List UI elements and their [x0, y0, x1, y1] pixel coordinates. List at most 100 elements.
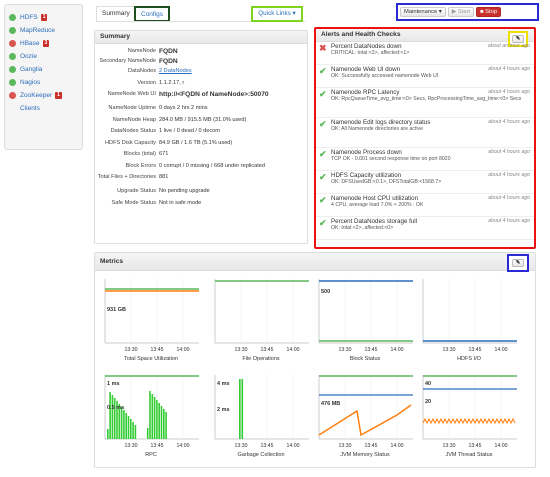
ok-check-icon: ✔	[319, 89, 327, 99]
chart-plot: 13:30 13:45 14:00	[214, 279, 309, 353]
series-bar	[125, 413, 127, 439]
chart-title: JVM Thread Status	[445, 452, 493, 458]
service-sidebar: HDFS 1 MapReduce HBase 3 Oozie Ganglia Nagios Zo…	[4, 4, 83, 150]
sidebar-item-hbase[interactable]: HBase 3	[9, 37, 82, 50]
summary-value: 1.1.2.17, r	[159, 79, 185, 86]
series-bar	[149, 391, 151, 439]
tab-configs[interactable]: Configs	[134, 6, 171, 22]
sidebar-item-hdfs[interactable]: HDFS 1	[9, 11, 82, 24]
metric-chart[interactable]: 13:30 13:45 14:00 931 GB Total Space Utiliza…	[103, 279, 199, 363]
alert-item[interactable]: ✔ Namenode Web UI down OK: Successfully ac…	[316, 65, 534, 88]
time-tick-label: 13:45	[365, 443, 378, 449]
series-bar	[241, 379, 244, 439]
start-button[interactable]: ▶ Start	[447, 7, 475, 17]
time-tick-label: 13:45	[365, 347, 378, 353]
sidebar-item-label: ZooKeeper	[20, 92, 53, 99]
alert-item[interactable]: ✔ Namenode Edit logs directory status OK: …	[316, 118, 534, 148]
alert-item[interactable]: ✔ Percent DataNodes storage full OK: total…	[316, 217, 534, 240]
time-tick-label: 13:30	[443, 347, 456, 353]
time-tick-label: 13:45	[469, 443, 482, 449]
stop-button[interactable]: ■ Stop	[476, 7, 502, 17]
alert-item[interactable]: ✔ Namenode Process down TCP OK - 0.001 sec…	[316, 148, 534, 171]
sidebar-item-label: MapReduce	[20, 27, 56, 34]
ok-check-icon: ✔	[319, 218, 327, 228]
alert-count-badge: 1	[40, 14, 48, 21]
summary-label: Safe Mode Status	[111, 199, 156, 206]
sidebar-item-zookeeper[interactable]: ZooKeeper 1	[9, 89, 82, 102]
summary-label: NameNode	[127, 48, 156, 54]
summary-panel: Summary NameNode FQDN Secondary NameNode FQ…	[94, 30, 308, 244]
axis-value-label: 2 ms	[217, 407, 230, 413]
metric-chart[interactable]: 13:30 13:45 14:00 40 20 JVM Thread Status	[421, 375, 517, 459]
summary-row: Secondary NameNode FQDN	[95, 58, 307, 68]
summary-label: Upgrade Status	[117, 188, 156, 194]
chart-plot: 13:30 13:45 14:00	[422, 375, 517, 449]
summary-label: DataNodes	[128, 68, 156, 74]
sidebar-item-ganglia[interactable]: Ganglia	[9, 63, 82, 76]
series-bar	[116, 401, 118, 439]
status-dot-icon	[9, 53, 16, 60]
maintenance-button[interactable]: Maintenance ▾	[400, 7, 446, 17]
metric-chart[interactable]: 13:30 13:45 14:00 4 ms 2 ms Garbage Collectio…	[213, 375, 309, 459]
time-tick-label: 14:00	[391, 347, 404, 353]
summary-value: 0 days 2 hrs 2 mins	[159, 105, 208, 111]
alert-time: about 4 hours ago	[488, 89, 530, 95]
series-bar	[165, 412, 167, 439]
edit-icon[interactable]: ✎	[512, 259, 524, 267]
summary-value: Not in safe mode	[159, 199, 202, 206]
series-bar	[160, 406, 163, 439]
time-tick-label: 14:00	[177, 443, 190, 449]
metric-chart[interactable]: 13:30 13:45 14:00 500 Block Status	[317, 279, 413, 363]
chart-title: Total Space Utilization	[123, 356, 179, 362]
sidebar-item-label: Oozie	[20, 53, 37, 60]
time-tick-label: 14:00	[287, 443, 300, 449]
series-bar	[113, 398, 116, 439]
alert-item[interactable]: ✔ HDFS Capacity utilization OK: DFSUsedGB:…	[316, 171, 534, 194]
metric-chart[interactable]: 13:30 13:45 14:00 HDFS I/O	[421, 279, 517, 363]
axis-value-label: 4 ms	[217, 381, 230, 387]
series-bar	[156, 400, 158, 439]
sidebar-item-nagios[interactable]: Nagios	[9, 76, 82, 89]
metrics-settings-highlight: ✎	[507, 254, 529, 272]
sidebar-item-label: Nagios	[20, 79, 41, 86]
summary-value: FQDN	[159, 48, 178, 55]
chart-plot: 13:30 13:45 14:00	[318, 279, 413, 353]
alert-title: Percent DataNodes down	[331, 43, 402, 50]
series-bar	[123, 410, 125, 439]
sidebar-item-oozie[interactable]: Oozie	[9, 50, 82, 63]
summary-value: 284.0 MB / 915.5 MB (31.0% used)	[159, 116, 247, 123]
alerts-panel: Alerts and Health Checks ✎ ✖ Percent Data…	[314, 27, 536, 249]
series-bar	[134, 425, 137, 439]
service-actions: Maintenance ▾ ▶ Start ■ Stop	[396, 3, 539, 21]
quick-links-dropdown[interactable]: Quick Links ▾	[251, 6, 303, 22]
alerts-settings-highlight: ✎	[508, 31, 528, 47]
alert-title: Namenode Edit logs directory status	[331, 119, 431, 126]
alert-item[interactable]: ✔ Namenode Host CPU utilization 4 CPU, ave…	[316, 194, 534, 217]
chart-plot: 13:30 13:45 14:00	[104, 375, 199, 449]
sidebar-item-mapreduce[interactable]: MapReduce	[9, 24, 82, 37]
summary-value[interactable]: 2 DataNodes	[159, 68, 192, 74]
metrics-header: Metrics ✎	[95, 253, 535, 272]
metric-chart[interactable]: 13:30 13:45 14:00 File Operations	[213, 279, 309, 363]
time-tick-label: 13:45	[261, 347, 274, 353]
alert-time: about 4 hours ago	[488, 172, 530, 178]
alert-item[interactable]: ✔ Namenode RPC Latency OK: RpcQueueTime_av…	[316, 88, 534, 118]
edit-icon[interactable]: ✎	[512, 35, 524, 43]
alert-item[interactable]: ✖ Percent DataNodes down CRITICAL: total:<…	[316, 42, 534, 65]
sidebar-item-clients[interactable]: Clients	[9, 102, 82, 115]
chart-title: JVM Memory Status	[340, 452, 390, 458]
series-bar	[111, 395, 114, 439]
alert-text: OK: DFSUsedGB:<0.1>, DFSTotalGB:<1568.7>	[331, 179, 442, 185]
metrics-title: Metrics	[100, 258, 124, 265]
time-tick-label: 14:00	[177, 347, 190, 353]
alert-text: OK: total:<2>, affected:<0>	[331, 225, 394, 231]
tab-summary[interactable]: Summary	[96, 6, 136, 22]
summary-row: Block Errors 0 corrupt / 0 missing / 668 …	[95, 163, 307, 175]
chart-title: Garbage Collection	[237, 452, 285, 458]
sidebar-item-label: HDFS	[20, 14, 38, 21]
metric-chart[interactable]: 13:30 13:45 14:00 476 MB JVM Memory Status	[317, 375, 413, 459]
chart-title: File Operations	[242, 356, 280, 362]
metric-chart[interactable]: 13:30 13:45 14:00 1 ms 0.5 ms RPC	[103, 375, 199, 459]
axis-value-label: 931 GB	[107, 307, 126, 313]
summary-row: Upgrade Status No pending upgrade	[95, 188, 307, 200]
